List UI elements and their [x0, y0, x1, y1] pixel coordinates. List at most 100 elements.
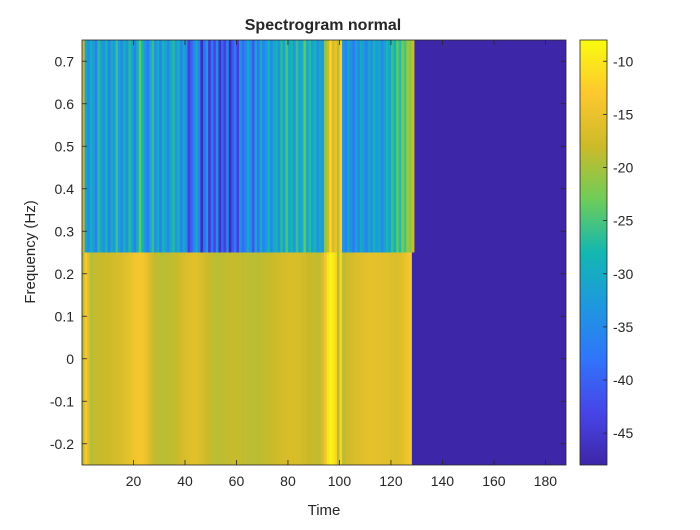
heatmap-cell: [166, 252, 170, 465]
heatmap-cell: [169, 252, 173, 465]
heatmap-cell: [151, 40, 155, 253]
heatmap-cell: [360, 40, 363, 253]
heatmap-cell: [138, 252, 142, 465]
heatmap-cell: [303, 40, 307, 253]
heatmap-cell: [408, 252, 412, 465]
heatmap-cell: [403, 40, 407, 253]
heatmap-cell: [195, 252, 199, 465]
heatmap-cell: [125, 40, 129, 253]
heatmap-cell: [295, 40, 299, 253]
heatmap-cell: [112, 40, 116, 253]
heatmap-cell: [362, 252, 366, 465]
heatmap-cell: [156, 40, 160, 253]
heatmap-cell: [125, 252, 129, 465]
heatmap-cell: [285, 40, 289, 253]
heatmap-cell: [372, 252, 376, 465]
heatmap-cell: [251, 252, 255, 465]
heatmap-cell: [120, 40, 124, 253]
heatmap-cell: [184, 252, 188, 465]
colorbar-ticks: -10 -15 -20 -25 -30 -35 -40 -45: [603, 53, 633, 441]
heatmap-cell: [383, 252, 387, 465]
heatmap-cell: [200, 40, 204, 253]
heatmap-cell: [251, 40, 255, 253]
heatmap-cell: [408, 40, 412, 253]
heatmap-cell: [375, 252, 379, 465]
heatmap-cell: [367, 252, 371, 465]
heatmap-cell: [208, 40, 212, 253]
heatmap-cell: [305, 252, 309, 465]
heatmap-cell: [94, 252, 98, 465]
heatmap-cell: [146, 252, 150, 465]
heatmap-cell: [357, 40, 361, 253]
x-tick-label: 20: [126, 473, 142, 489]
chart-title: Spectrogram normal: [245, 17, 401, 34]
colorbar-tick-label: -10: [613, 53, 633, 69]
heatmap-cell: [329, 252, 333, 465]
heatmap-cell: [215, 252, 219, 465]
heatmap-cell: [401, 252, 405, 465]
heatmap-cell: [172, 40, 176, 253]
heatmap-cell: [226, 40, 230, 253]
heatmap-cell: [223, 40, 227, 253]
heatmap-cell: [308, 40, 312, 253]
heatmap-cell: [300, 252, 304, 465]
heatmap-cell: [336, 252, 340, 465]
heatmap-cell: [370, 40, 374, 253]
heatmap-cell: [233, 252, 237, 465]
heatmap-cell: [203, 40, 206, 253]
heatmap-cell: [128, 252, 132, 465]
colorbar-tick-label: -25: [613, 213, 633, 229]
heatmap-cell: [233, 40, 237, 253]
y-tick-label: 0.6: [55, 96, 75, 112]
heatmap-cell: [102, 252, 106, 465]
heatmap-cell: [326, 40, 330, 253]
colorbar: [579, 39, 608, 466]
heatmap-cell: [339, 252, 343, 465]
heatmap-cell: [154, 40, 158, 253]
colorbar-tick-label: -45: [613, 425, 633, 441]
x-tick-label: 140: [431, 473, 455, 489]
x-tick-label: 100: [328, 473, 352, 489]
heatmap-cell: [285, 252, 289, 465]
heatmap-cell: [300, 40, 304, 253]
heatmap-cell: [282, 252, 286, 465]
heatmap-cell: [262, 252, 266, 465]
colorbar-tick-label: -40: [613, 372, 633, 388]
heatmap-cell: [143, 252, 147, 465]
heatmap-cell: [269, 40, 273, 253]
heatmap-cell: [280, 40, 284, 253]
heatmap-cell: [380, 252, 384, 465]
heatmap-cell: [136, 40, 139, 253]
colorbar-tick-label: -35: [613, 319, 633, 335]
heatmap-cell: [295, 252, 299, 465]
heatmap-cell: [223, 252, 227, 465]
heatmap-cell: [275, 252, 279, 465]
heatmap-cell: [272, 40, 276, 253]
heatmap-cell: [406, 40, 410, 253]
heatmap-cell: [213, 252, 217, 465]
heatmap-cell: [120, 252, 124, 465]
heatmap-cell: [164, 40, 168, 253]
heatmap-cell: [305, 40, 309, 253]
heatmap-cell: [200, 252, 204, 465]
heatmap-cell: [388, 252, 392, 465]
heatmap-cell: [231, 40, 235, 253]
heatmap-cell: [396, 252, 400, 465]
heatmap-cell: [177, 252, 181, 465]
heatmap-cell: [94, 40, 98, 253]
y-tick-label: 0.7: [55, 53, 75, 69]
heatmap-cell: [411, 40, 415, 253]
heatmap-cell: [151, 252, 155, 465]
heatmap-cell: [102, 40, 106, 253]
heatmap-cell: [331, 40, 335, 253]
heatmap-cell: [267, 252, 271, 465]
heatmap-cell: [342, 252, 345, 465]
heatmap-cell: [378, 40, 381, 253]
y-tick-label: 0: [66, 351, 74, 367]
heatmap-cell: [161, 252, 165, 465]
heatmap-cell: [342, 40, 345, 253]
heatmap-cell: [190, 252, 194, 465]
heatmap-cell: [136, 252, 139, 465]
heatmap-cell: [218, 40, 222, 253]
heatmap-cell: [215, 40, 219, 253]
